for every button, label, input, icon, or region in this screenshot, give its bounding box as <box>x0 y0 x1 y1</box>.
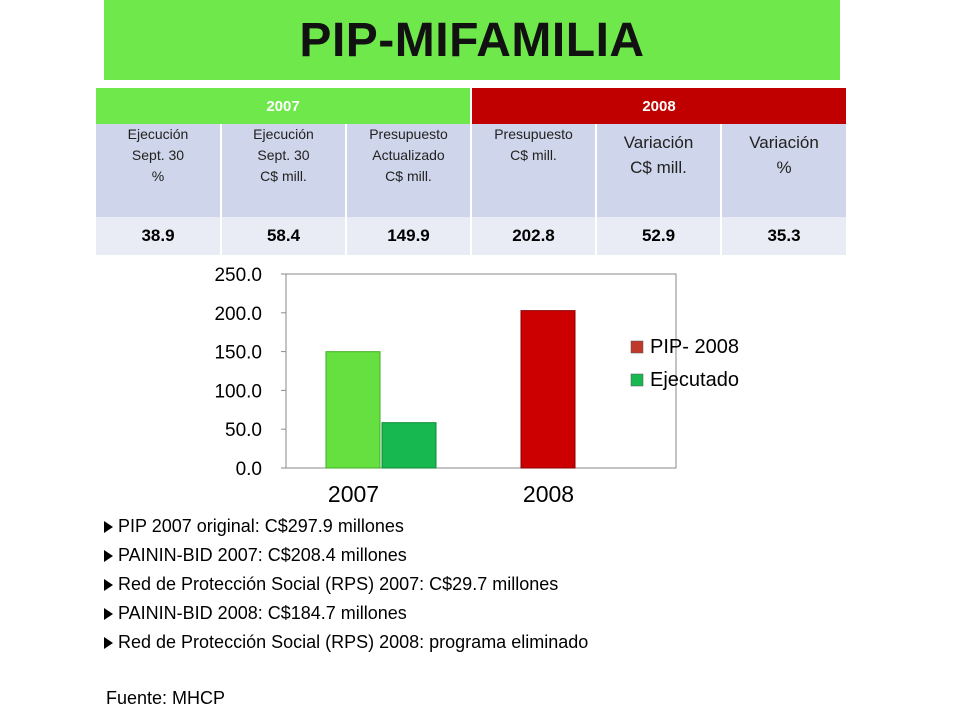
list-item: Red de Protección Social (RPS) 2007: C$2… <box>104 570 588 599</box>
source-note: Fuente: MHCP <box>106 688 226 708</box>
arrow-bullet-icon <box>104 637 113 649</box>
year-header-row: 2007 2008 <box>96 88 846 124</box>
bar <box>520 310 576 469</box>
notes-list: PIP 2007 original: C$297.9 millones PAIN… <box>104 512 588 657</box>
column-header: Presupuesto C$ mill. <box>470 124 596 217</box>
bar <box>325 351 381 469</box>
y-tick-label: 100.0 <box>214 381 262 402</box>
column-header: Variación C$ mill. <box>595 124 721 217</box>
page-title: PIP-MIFAMILIA <box>299 13 645 67</box>
budget-table: 2007 2008 Ejecución Sept. 30 % Ejecución… <box>96 88 846 255</box>
y-tick-label: 150.0 <box>214 343 262 364</box>
y-tick-label: 200.0 <box>214 304 262 325</box>
legend-swatch <box>630 340 644 354</box>
x-tick-label: 2007 <box>328 481 379 507</box>
year-2007-header: 2007 <box>96 88 471 124</box>
column-header: Presupuesto Actualizado C$ mill. <box>345 124 471 217</box>
bullet-text: Red de Protección Social (RPS) 2007: C$2… <box>118 574 559 594</box>
table-cell: 35.3 <box>720 217 846 255</box>
arrow-bullet-icon <box>104 579 113 591</box>
arrow-bullet-icon <box>104 608 113 620</box>
list-item: Red de Protección Social (RPS) 2008: pro… <box>104 628 588 657</box>
bullet-text: PAININ-BID 2008: C$184.7 millones <box>118 603 407 623</box>
table-cell: 52.9 <box>595 217 721 255</box>
arrow-bullet-icon <box>104 550 113 562</box>
column-header: Ejecución Sept. 30 % <box>96 124 221 217</box>
legend-label: PIP- 2008 <box>650 336 739 358</box>
value-row: 38.9 58.4 149.9 202.8 52.9 35.3 <box>96 217 846 255</box>
bullet-text: Red de Protección Social (RPS) 2008: pro… <box>118 632 589 652</box>
bar <box>381 422 437 469</box>
x-tick-label: 2008 <box>523 481 574 507</box>
legend-swatch <box>630 373 644 387</box>
table-cell: 202.8 <box>470 217 596 255</box>
table-cell: 58.4 <box>220 217 346 255</box>
table-cell: 38.9 <box>96 217 221 255</box>
bullet-text: PIP 2007 original: C$297.9 millones <box>118 516 404 536</box>
list-item: PAININ-BID 2008: C$184.7 millones <box>104 599 588 628</box>
y-tick-label: 50.0 <box>225 420 262 441</box>
column-header: Variación % <box>720 124 846 217</box>
y-tick-label: 250.0 <box>214 265 262 286</box>
arrow-bullet-icon <box>104 521 113 533</box>
column-header-row: Ejecución Sept. 30 % Ejecución Sept. 30 … <box>96 124 846 217</box>
bullet-text: PAININ-BID 2007: C$208.4 millones <box>118 545 407 565</box>
legend-label: Ejecutado <box>650 369 739 391</box>
list-item: PAININ-BID 2007: C$208.4 millones <box>104 541 588 570</box>
year-2008-header: 2008 <box>470 88 846 124</box>
list-item: PIP 2007 original: C$297.9 millones <box>104 512 588 541</box>
title-banner: PIP-MIFAMILIA <box>104 0 840 80</box>
column-header: Ejecución Sept. 30 C$ mill. <box>220 124 346 217</box>
table-cell: 149.9 <box>345 217 471 255</box>
y-tick-label: 0.0 <box>236 459 262 480</box>
bar-chart: 0.0 50.0 100.0 150.0 200.0 250.0 2007 2008 PIP- … <box>214 265 739 507</box>
